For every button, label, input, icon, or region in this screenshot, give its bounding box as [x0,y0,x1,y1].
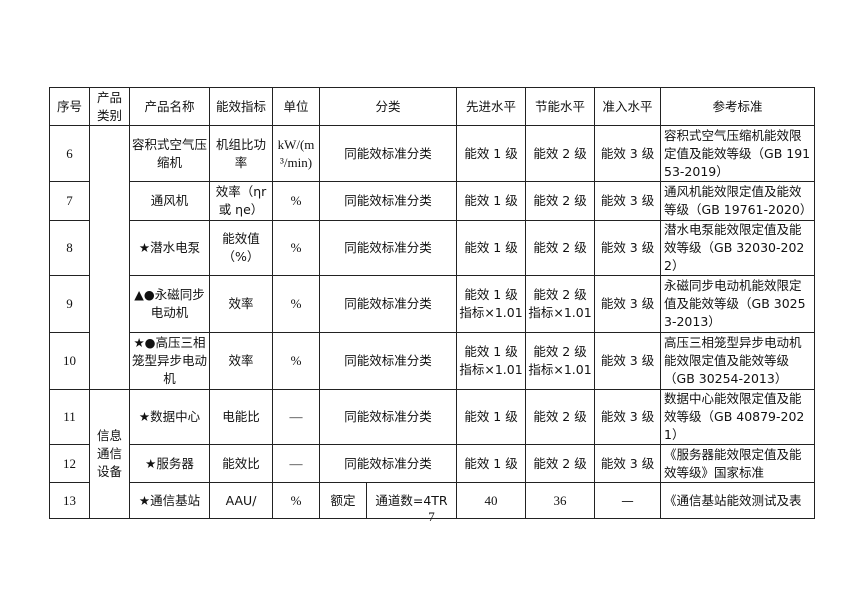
table-row: 10 ★●高压三相笼型异步电动机 效率% 同能效标准分类 能效 1 级 指标×1.01 能… [49,332,816,390]
reference-standard: 永磁同步电动机能效限定值及能效等级（GB 30253-2013） [660,275,816,333]
header-name: 产品名称 [129,87,210,126]
row-number: 7 [49,181,90,221]
row-number: 9 [49,275,90,333]
table-row: 13 ★通信基站 AAU/% 额定 通道数=4TR 40 36— 《通信基站能效测试及表 [49,482,816,519]
efficiency-indicator: 能效值（%） [209,220,273,276]
table-row: 7 通风机 效率（ηr 或 ηe）% 同能效标准分类 能效 1 级能效 2 级能效 3 … [49,181,816,221]
entry-level: 能效 3 级 [594,389,662,445]
unit: % [272,332,320,390]
advanced-level: 能效 1 级 [456,389,527,445]
classification: 同能效标准分类 [318,389,458,445]
classification: 同能效标准分类 [318,275,458,333]
classification: 同能效标准分类 [318,444,458,483]
unit: kW/(m³/min) [272,125,320,182]
row-number: 11 [49,389,90,445]
classification-b: 通道数=4TR [365,482,458,519]
product-name: ★数据中心 [129,389,210,445]
reference-standard: 潜水电泵能效限定值及能效等级（GB 32030-2022） [660,220,816,276]
entry-level: 能效 3 级 [594,275,662,333]
efficiency-indicator: 效率 [209,275,273,333]
header-no: 序号 [49,87,90,126]
row-number: 13 [49,482,90,519]
header-class: 分类 [318,87,458,126]
header-indicator: 能效指标 [209,87,273,126]
saving-level: 能效 2 级 [525,389,596,445]
advanced-level: 能效 1 级 [456,181,527,221]
header-saving: 节能水平 [525,87,596,126]
classification: 同能效标准分类 [318,181,458,221]
reference-standard: 通风机能效限定值及能效等级（GB 19761-2020） [660,181,816,221]
row-number: 6 [49,125,90,182]
efficiency-indicator: 机组比功率 [209,125,273,182]
advanced-level: 能效 1 级 [456,125,527,182]
efficiency-indicator: 能效比 [209,444,273,483]
header-unit: 单位 [272,87,320,126]
entry-level: 能效 3 级 [594,125,662,182]
product-name: ★服务器 [129,444,210,483]
header-advanced: 先进水平 [456,87,527,126]
product-name: ★●高压三相笼型异步电动机 [129,332,210,390]
product-name: 容积式空气压缩机 [129,125,210,182]
header-category: 产品类别 [89,87,130,126]
advanced-level: 能效 1 级 [456,220,527,276]
reference-standard: 高压三相笼型异步电动机能效限定值及能效等级（GB 30254-2013） [660,332,816,390]
entry-level: 能效 3 级 [594,181,662,221]
classification: 同能效标准分类 [318,220,458,276]
saving-level: 能效 2 级 [525,444,596,483]
page-number: 7 [428,509,435,524]
table-row: 9 ▲●永磁同步电动机 效率% 同能效标准分类 能效 1 级 指标×1.01 能效 2 级… [49,275,816,333]
saving-level: 能效 2 级 指标×1.01 [525,275,596,333]
entry-level: 能效 3 级 [594,220,662,276]
efficiency-indicator: 效率 [209,332,273,390]
unit: % [272,482,320,519]
product-category [89,125,130,390]
product-name: ▲●永磁同步电动机 [129,275,210,333]
saving-level: 能效 2 级 [525,220,596,276]
efficiency-indicator: 电能比 [209,389,273,445]
table-row: 6 容积式空气压缩机 机组比功率 kW/(m³/min) 同能效标准分类 能效 1 级能效… [49,125,816,390]
classification: 同能效标准分类 [318,332,458,390]
header-entry: 准入水平 [594,87,662,126]
reference-standard: 容积式空气压缩机能效限定值及能效等级（GB 19153-2019） [660,125,816,182]
reference-standard: 数据中心能效限定值及能效等级（GB 40879-2021） [660,389,816,445]
header-reference: 参考标准 [660,87,816,126]
row-number: 10 [49,332,90,390]
efficiency-indicator: 效率（ηr 或 ηe） [209,181,273,221]
classification-a: 额定 [319,482,367,519]
advanced-level: 能效 1 级 [456,444,527,483]
product-category: 信息通信设备 [89,389,130,519]
reference-standard: 《通信基站能效测试及表 [660,482,816,519]
unit: % [272,181,320,221]
entry-level: — [594,482,662,519]
saving-level: 能效 2 级 [525,181,596,221]
unit: % [272,275,320,333]
advanced-level: 能效 1 级 指标×1.01 [456,332,527,390]
product-name: ★潜水电泵 [129,220,210,276]
saving-level: 能效 2 级 [525,125,596,182]
row-number: 12 [49,444,90,483]
energy-efficiency-table: 序号 产品类别 产品名称 能效指标 单位 分类 先进水平 节能水平 准入水平 参… [49,87,816,519]
reference-standard: 《服务器能效限定值及能效等级》国家标准 [660,444,816,483]
table-row: 12 ★服务器 能效比 — 同能效标准分类 能效 1 级能效 2 级能效 3 级《服务器能… [49,444,816,483]
entry-level: 能效 3 级 [594,444,662,483]
unit: — [272,444,320,483]
product-name: 通风机 [129,181,210,221]
saving-level: 能效 2 级 指标×1.01 [525,332,596,390]
table-row: 11 信息通信设备 ★数据中心 电能比 — 同能效标准分类 能效 1 级能效 2 级能效 3… [49,389,816,519]
entry-level: 能效 3 级 [594,332,662,390]
row-number: 8 [49,220,90,276]
unit: — [272,389,320,445]
product-name: ★通信基站 [129,482,210,519]
unit: % [272,220,320,276]
classification: 同能效标准分类 [318,125,458,182]
advanced-level: 能效 1 级 指标×1.01 [456,275,527,333]
header-row: 序号 产品类别 产品名称 能效指标 单位 分类 先进水平 节能水平 准入水平 参… [49,87,816,126]
table-row: 8 ★潜水电泵 能效值（%）% 同能效标准分类 能效 1 级能效 2 级能效 3 级潜水… [49,220,816,276]
advanced-level: 40 [456,482,527,519]
